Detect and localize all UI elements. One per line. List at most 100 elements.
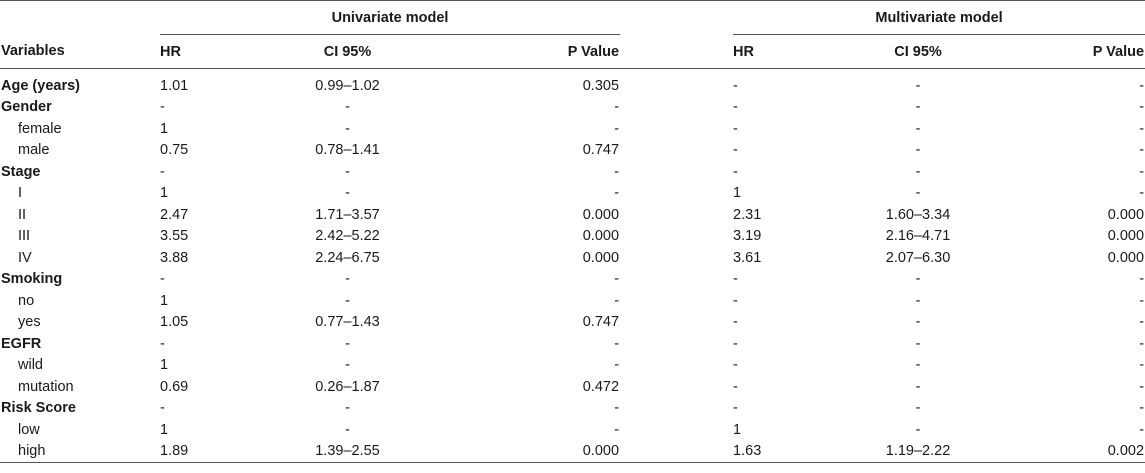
multivariate-hr-cell: -	[733, 163, 738, 180]
univariate-ci-cell: -	[345, 400, 350, 417]
univariate-hr-cell: 2.47	[160, 206, 189, 223]
table-row: II 2.47 1.71–3.57 0.000 2.31 1.60–3.34 0.000	[0, 204, 1145, 226]
multivariate-p-cell: -	[1139, 185, 1145, 202]
variable-label: no	[18, 292, 35, 309]
variable-label: Risk Score	[1, 400, 76, 417]
univariate-ci-cell: -	[345, 163, 350, 180]
univariate-ci-cell: -	[345, 271, 350, 288]
multivariate-ci-cell: -	[915, 77, 921, 94]
table-row: male 0.75 0.78–1.41 0.747 - - -	[0, 140, 1145, 162]
multivariate-ci-cell: 1.60–3.34	[885, 206, 951, 223]
variable-label: male	[18, 142, 50, 159]
gap-cell	[620, 269, 733, 291]
multivariate-ci-cell: -	[915, 142, 921, 159]
univariate-hr-cell: 1	[160, 185, 169, 202]
univariate-p-cell: 0.000	[582, 249, 620, 266]
univariate-hr-cell: 1.89	[160, 440, 215, 463]
univariate-ci-cell: 2.24–6.75	[315, 249, 380, 266]
variable-label: IV	[18, 249, 32, 266]
table-row: III 3.55 2.42–5.22 0.000 3.19 2.16–4.71 0.000	[0, 226, 1145, 248]
gap-cell	[620, 118, 733, 140]
table-row: high 1.89 1.39–2.55 0.000 1.63 1.19–2.22 0.002	[0, 440, 1145, 463]
variables-column-header: Variables	[0, 34, 160, 69]
multivariate-hr-cell: -	[733, 292, 738, 309]
multivariate-p-cell: -	[1139, 335, 1145, 352]
univariate-p-header: P Value	[480, 34, 621, 69]
variable-label: Stage	[1, 163, 41, 180]
multivariate-p-cell: -	[1139, 421, 1145, 438]
univariate-p-cell: -	[614, 357, 620, 374]
multivariate-p-cell: -	[1139, 120, 1145, 137]
univariate-hr-cell: 0.69	[160, 378, 189, 395]
multivariate-p-cell: -	[1139, 99, 1145, 116]
univariate-ci-cell: -	[345, 120, 350, 137]
multivariate-hr-cell: 1	[733, 421, 742, 438]
multivariate-ci-cell: -	[915, 99, 921, 116]
gap-cell	[620, 440, 734, 463]
gap-cell	[620, 247, 733, 269]
variable-label: III	[18, 228, 31, 245]
univariate-p-cell: -	[614, 120, 620, 137]
univariate-ci-cell: -	[345, 185, 350, 202]
univariate-hr-cell: -	[160, 163, 165, 180]
univariate-ci-cell: 0.78–1.41	[315, 142, 380, 159]
table-row: Age (years) 1.01 0.99–1.02 0.305 - - -	[0, 69, 1145, 97]
gap-cell	[620, 312, 733, 334]
multivariate-hr-cell: -	[733, 142, 738, 159]
multivariate-ci-cell: -	[915, 378, 921, 395]
multivariate-p-cell: -	[1139, 378, 1145, 395]
table-row: no 1 - - - - -	[0, 290, 1145, 312]
gap-cell	[620, 161, 733, 183]
univariate-hr-cell: 1	[160, 421, 169, 438]
multivariate-header: Multivariate model	[733, 0, 1145, 35]
multivariate-hr-cell: 1	[733, 185, 742, 202]
multivariate-hr-cell: -	[733, 99, 738, 116]
multivariate-hr-cell: -	[733, 314, 738, 331]
table-body: Age (years) 1.01 0.99–1.02 0.305 - - - Gender - -…	[0, 69, 1145, 463]
variable-label: female	[18, 120, 62, 137]
multivariate-p-cell: -	[1139, 292, 1145, 309]
univariate-p-cell: 0.000	[480, 440, 621, 463]
univariate-p-cell: -	[614, 163, 620, 180]
variable-label: Gender	[1, 99, 52, 116]
multivariate-p-cell: -	[1139, 77, 1145, 94]
univariate-hr-cell: -	[160, 271, 165, 288]
table-row: low 1 - - 1 - -	[0, 419, 1145, 441]
multivariate-p-cell: -	[1139, 357, 1145, 374]
table-row: EGFR - - - - - -	[0, 333, 1145, 355]
multivariate-hr-cell: -	[733, 335, 738, 352]
multivariate-ci-cell: -	[915, 163, 921, 180]
multivariate-hr-cell: -	[733, 357, 738, 374]
univariate-hr-cell: 1.01	[160, 77, 189, 94]
univariate-hr-cell: 1	[160, 120, 169, 137]
variable-label: low	[18, 421, 40, 438]
univariate-p-cell: -	[614, 421, 620, 438]
univariate-hr-cell: 0.75	[160, 142, 189, 159]
univariate-ci-cell: -	[345, 99, 350, 116]
gap-cell	[620, 355, 733, 377]
table-row: yes 1.05 0.77–1.43 0.747 - - -	[0, 312, 1145, 334]
multivariate-hr-cell: 3.61	[733, 249, 762, 266]
variable-label: high	[0, 440, 160, 463]
univariate-ci-cell: 0.26–1.87	[315, 378, 380, 395]
univariate-hr-cell: 3.88	[160, 249, 189, 266]
multivariate-hr-cell: 1.63	[733, 440, 789, 463]
univariate-hr-cell: 3.55	[160, 228, 189, 245]
univariate-p-cell: 0.000	[582, 206, 620, 223]
multivariate-ci-cell: -	[915, 185, 921, 202]
multivariate-hr-cell: 3.19	[733, 228, 762, 245]
univariate-ci-cell: 0.99–1.02	[315, 77, 380, 94]
multivariate-p-cell: 0.000	[1107, 249, 1145, 266]
univariate-p-cell: -	[614, 271, 620, 288]
univariate-hr-cell: -	[160, 400, 165, 417]
gap-cell	[620, 183, 733, 205]
multivariate-ci-header: CI 95%	[788, 34, 1049, 69]
univariate-hr-cell: -	[160, 99, 165, 116]
multivariate-p-cell: -	[1139, 314, 1145, 331]
gap-cell	[620, 376, 733, 398]
univariate-p-cell: -	[614, 99, 620, 116]
table-row: mutation 0.69 0.26–1.87 0.472 - - -	[0, 376, 1145, 398]
multivariate-hr-cell: -	[733, 378, 738, 395]
table-row: Risk Score - - - - - -	[0, 398, 1145, 420]
multivariate-p-cell: -	[1139, 142, 1145, 159]
